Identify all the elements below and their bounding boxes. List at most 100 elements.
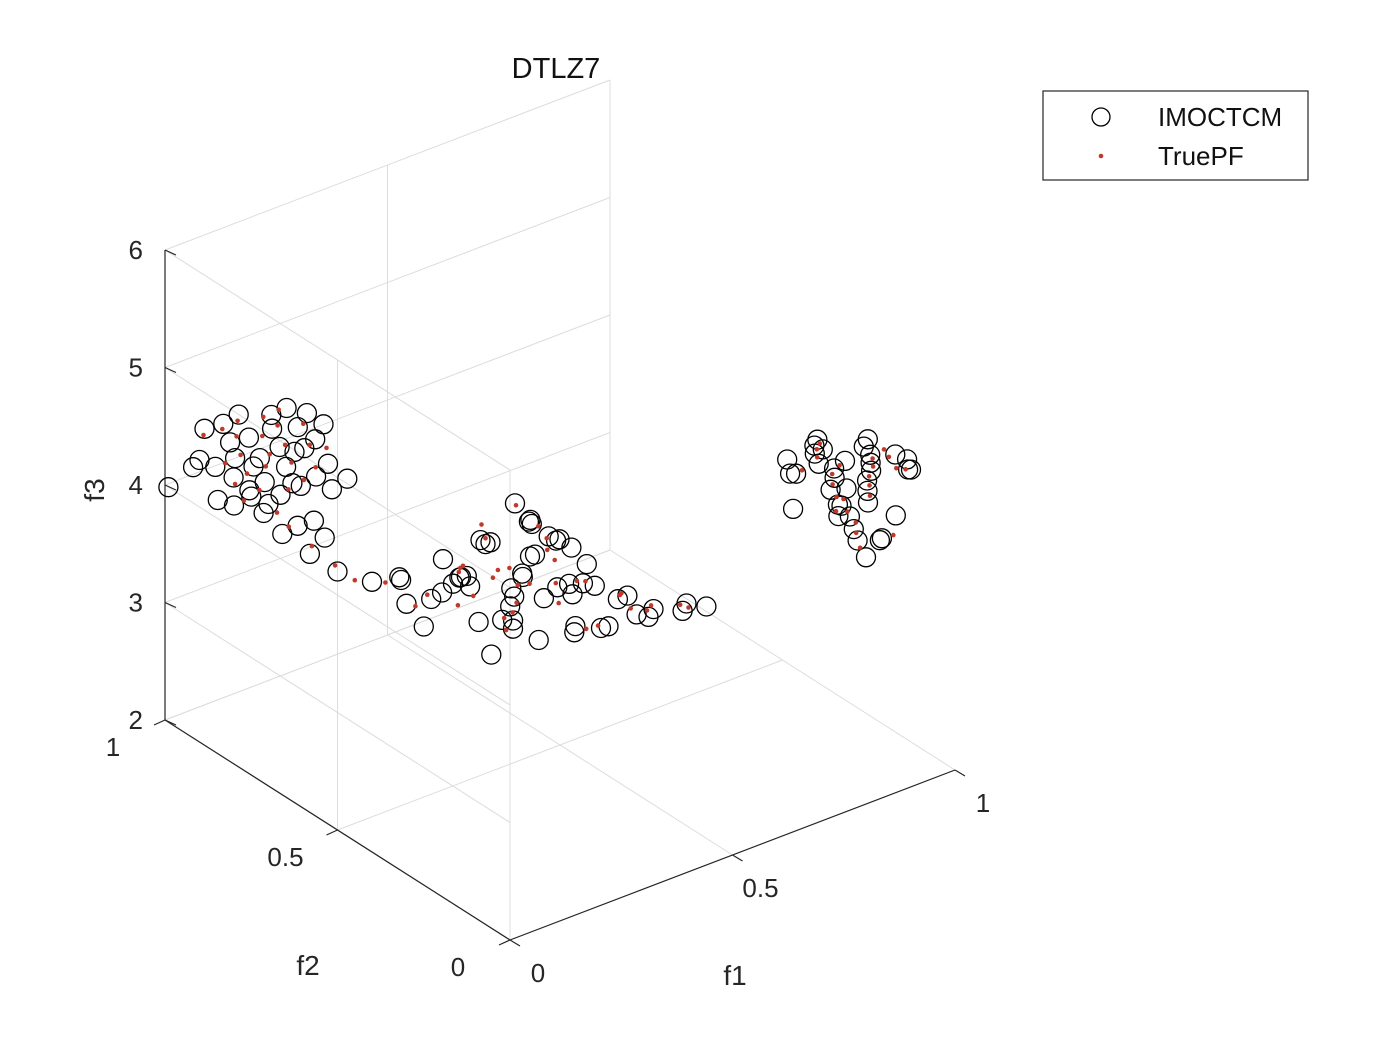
imoctcm-point xyxy=(572,573,594,594)
imoctcm-point xyxy=(390,569,412,591)
truepf-point xyxy=(238,452,243,458)
imoctcm-point xyxy=(432,549,454,570)
truepf-point xyxy=(514,600,519,605)
imoctcm-point xyxy=(501,578,522,599)
imoctcm-point xyxy=(314,527,335,548)
imoctcm-point xyxy=(804,435,825,456)
truepf-point xyxy=(383,580,388,585)
truepf-point xyxy=(686,605,691,610)
axes xyxy=(153,249,966,947)
imoctcm-point xyxy=(696,596,717,617)
imoctcm-point xyxy=(518,511,540,532)
truepf-point xyxy=(313,465,319,470)
z-axis-label: f3 xyxy=(79,478,110,501)
imoctcm-point xyxy=(558,573,580,595)
x-tick-label: 0 xyxy=(531,958,545,988)
wall-grid-line xyxy=(164,602,511,823)
truepf-point xyxy=(814,455,820,460)
truepf-point xyxy=(583,578,588,584)
imoctcm-point xyxy=(853,436,874,457)
truepf-point xyxy=(799,468,805,473)
truepf-point xyxy=(845,509,850,514)
truepf-point xyxy=(891,532,896,538)
truepf-point xyxy=(235,418,240,424)
imoctcm-point xyxy=(860,460,882,481)
imoctcm-point xyxy=(607,589,629,610)
imoctcm-point xyxy=(219,432,241,453)
imoctcm-point xyxy=(823,458,845,479)
imoctcm-point xyxy=(228,404,249,425)
floor-grid-line xyxy=(337,659,783,831)
truepf-point xyxy=(455,603,461,608)
truepf-point xyxy=(301,421,306,427)
truepf-point xyxy=(324,445,329,451)
imoctcm-point xyxy=(547,577,568,598)
imoctcm-point xyxy=(223,467,244,488)
truepf-point xyxy=(276,407,282,413)
imoctcm-point xyxy=(857,480,878,502)
truepf-point xyxy=(886,454,892,460)
imoctcm-point xyxy=(243,456,264,477)
truepf-point xyxy=(507,565,512,571)
y-axis-label: f2 xyxy=(296,950,319,981)
truepf-point xyxy=(814,447,820,452)
y-tick-mark xyxy=(153,719,166,726)
imoctcm-point xyxy=(470,529,491,551)
truepf-point xyxy=(483,536,488,541)
x-tick-mark xyxy=(732,854,743,862)
truepf-point xyxy=(232,481,238,487)
truepf-point xyxy=(307,442,313,448)
imoctcm-point xyxy=(284,441,305,463)
imoctcm-point xyxy=(258,493,279,515)
y-tick-mark xyxy=(326,829,338,836)
truepf-point xyxy=(834,494,839,500)
imoctcm-point xyxy=(843,518,864,540)
imoctcm-point xyxy=(812,439,833,460)
imoctcm-point xyxy=(524,544,546,565)
imoctcm-point xyxy=(241,486,262,507)
imoctcm-point xyxy=(276,397,297,419)
imoctcm-point xyxy=(303,510,325,531)
imoctcm-point xyxy=(296,402,318,424)
imoctcm-point xyxy=(500,596,521,617)
truepf-point xyxy=(894,465,899,471)
z-tick-label: 6 xyxy=(129,235,143,265)
imoctcm-point xyxy=(413,616,434,637)
imoctcm-point xyxy=(885,505,906,526)
truepf-point xyxy=(490,575,496,580)
wall-grid-line xyxy=(164,249,511,471)
imoctcm-point xyxy=(442,573,464,594)
truepf-point xyxy=(309,543,315,549)
imoctcm-point xyxy=(287,416,308,438)
y-tick-label: 0.5 xyxy=(267,842,303,872)
y-tick-label: 1 xyxy=(106,732,120,762)
imoctcm-point xyxy=(182,457,204,478)
data-points xyxy=(158,397,922,665)
imoctcm-point xyxy=(213,413,234,435)
truepf-point xyxy=(471,593,476,599)
truepf-point xyxy=(870,464,876,469)
x-tick-label: 0.5 xyxy=(742,873,778,903)
legend-label-imoctcm: IMOCTCM xyxy=(1158,102,1282,132)
imoctcm-point xyxy=(158,477,179,498)
imoctcm-point xyxy=(545,530,567,551)
truepf-point xyxy=(220,426,225,432)
truepf-point xyxy=(263,464,269,469)
imoctcm-point xyxy=(885,444,906,465)
truepf-point xyxy=(261,414,266,420)
imoctcm-point xyxy=(504,493,526,514)
imoctcm-point xyxy=(834,450,856,472)
truepf-point xyxy=(425,592,430,597)
truepf-point xyxy=(866,474,872,479)
imoctcm-point xyxy=(290,475,311,497)
imoctcm-point xyxy=(361,571,383,592)
truepf-point xyxy=(234,434,239,439)
wall-grid-line xyxy=(164,197,611,368)
legend-marker-imoctcm xyxy=(1091,107,1111,127)
y-tick-label: 0 xyxy=(451,952,465,982)
truepf-point xyxy=(274,510,280,515)
truepf-point xyxy=(677,602,683,608)
imoctcm-point xyxy=(261,418,283,439)
legend: IMOCTCM TruePF xyxy=(1042,90,1309,181)
imoctcm-point xyxy=(275,456,297,478)
